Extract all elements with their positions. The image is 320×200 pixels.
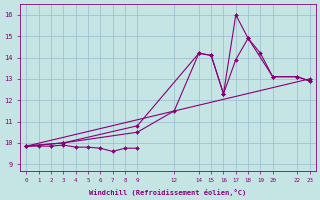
X-axis label: Windchill (Refroidissement éolien,°C): Windchill (Refroidissement éolien,°C) xyxy=(90,189,247,196)
